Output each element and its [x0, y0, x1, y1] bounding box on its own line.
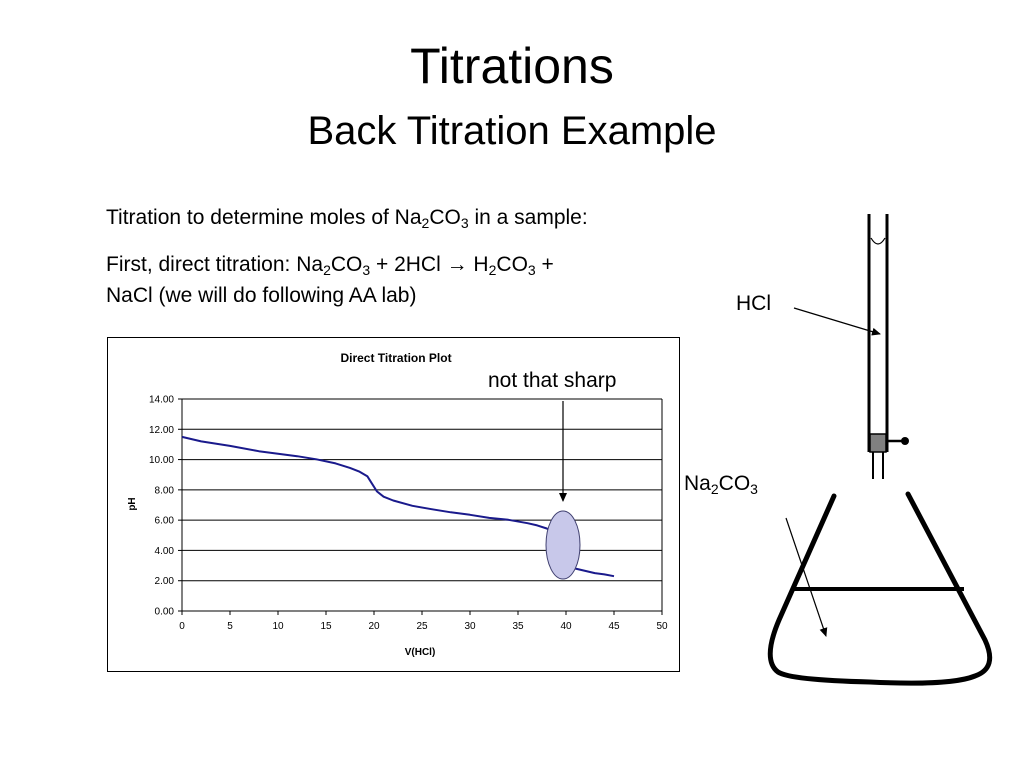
hcl-arrow	[793, 307, 881, 336]
titration-chart: Direct Titration Plot V(HCl) pH 0.00 2.00…	[107, 337, 680, 672]
slide-subtitle: Back Titration Example	[307, 109, 717, 153]
x-tick-label: 0	[179, 621, 185, 632]
y-axis-label: pH	[127, 497, 138, 510]
y-tick-label: 6.00	[155, 516, 175, 527]
na2co3-arrow	[785, 517, 828, 637]
erlenmeyer-flask-icon	[767, 491, 993, 686]
hcl-label: HCl	[736, 292, 771, 315]
slide-title: Titrations	[410, 38, 614, 94]
annotation-not-that-sharp: not that sharp	[488, 369, 617, 392]
series-line	[181, 435, 615, 578]
x-axis-label: V(HCl)	[405, 647, 436, 658]
burette-icon	[867, 214, 909, 479]
chart-svg: Direct Titration Plot V(HCl) pH 0.00 2.00…	[127, 351, 668, 658]
x-tick-label: 45	[608, 621, 620, 632]
y-tick-label: 10.00	[149, 455, 174, 466]
x-tick-label: 40	[560, 621, 572, 632]
y-tick-label: 14.00	[149, 395, 174, 406]
x-tick-label: 30	[464, 621, 476, 632]
chart-title: Direct Titration Plot	[340, 351, 451, 365]
x-tick-label: 10	[272, 621, 284, 632]
y-tick-label: 12.00	[149, 425, 174, 436]
y-tick-label: 2.00	[155, 576, 175, 587]
na2co3-label: Na2CO3	[684, 472, 758, 497]
x-tick-label: 25	[416, 621, 428, 632]
y-tick-label: 4.00	[155, 546, 175, 557]
y-tick-label: 0.00	[155, 607, 175, 618]
x-tick-label: 20	[368, 621, 380, 632]
y-tick-label: 8.00	[155, 485, 175, 496]
reaction-line: First, direct titration: Na2CO3 + 2HCl →…	[106, 253, 554, 278]
x-tick-label: 35	[512, 621, 524, 632]
x-tick-label: 50	[656, 621, 668, 632]
x-tick-label: 15	[320, 621, 332, 632]
x-tick-label: 5	[227, 621, 233, 632]
intro-line: Titration to determine moles of Na2CO3 i…	[106, 206, 588, 231]
reaction-line-continued: NaCl (we will do following AA lab)	[106, 284, 417, 307]
